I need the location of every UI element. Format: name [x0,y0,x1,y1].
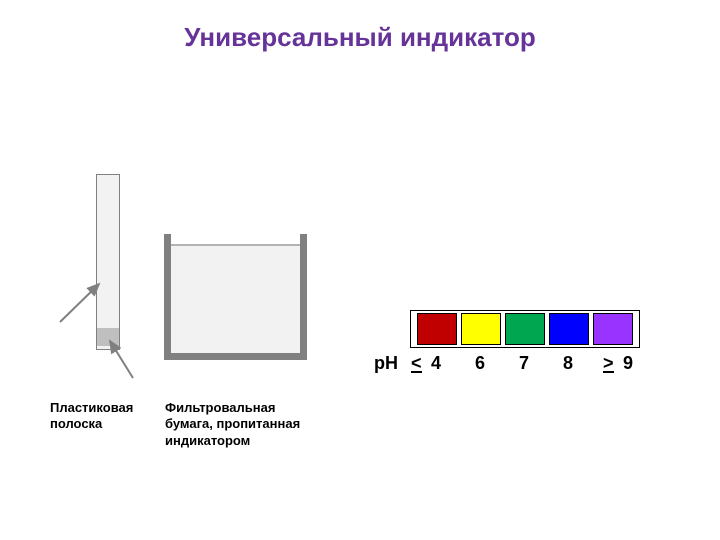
ph-value-8: 8 [563,353,573,374]
arrow-to-paper [0,0,720,540]
ph-value-7: 7 [519,353,529,374]
ph-value-6: 6 [475,353,485,374]
label-plastic-strip: Пластиковаяполоска [50,400,133,433]
ph-swatch-4 [593,313,633,345]
ph-value-9: 9 [623,353,633,374]
ph-swatch-2 [505,313,545,345]
ph-sign-0: < [411,353,422,374]
ph-sign-1: > [603,353,614,374]
ph-axis-label: pH [374,353,398,374]
ph-value-4: 4 [431,353,441,374]
ph-swatch-0 [417,313,457,345]
label-filter-paper: Фильтровальнаябумага, пропитаннаяиндикат… [165,400,300,449]
ph-swatch-1 [461,313,501,345]
ph-swatch-3 [549,313,589,345]
